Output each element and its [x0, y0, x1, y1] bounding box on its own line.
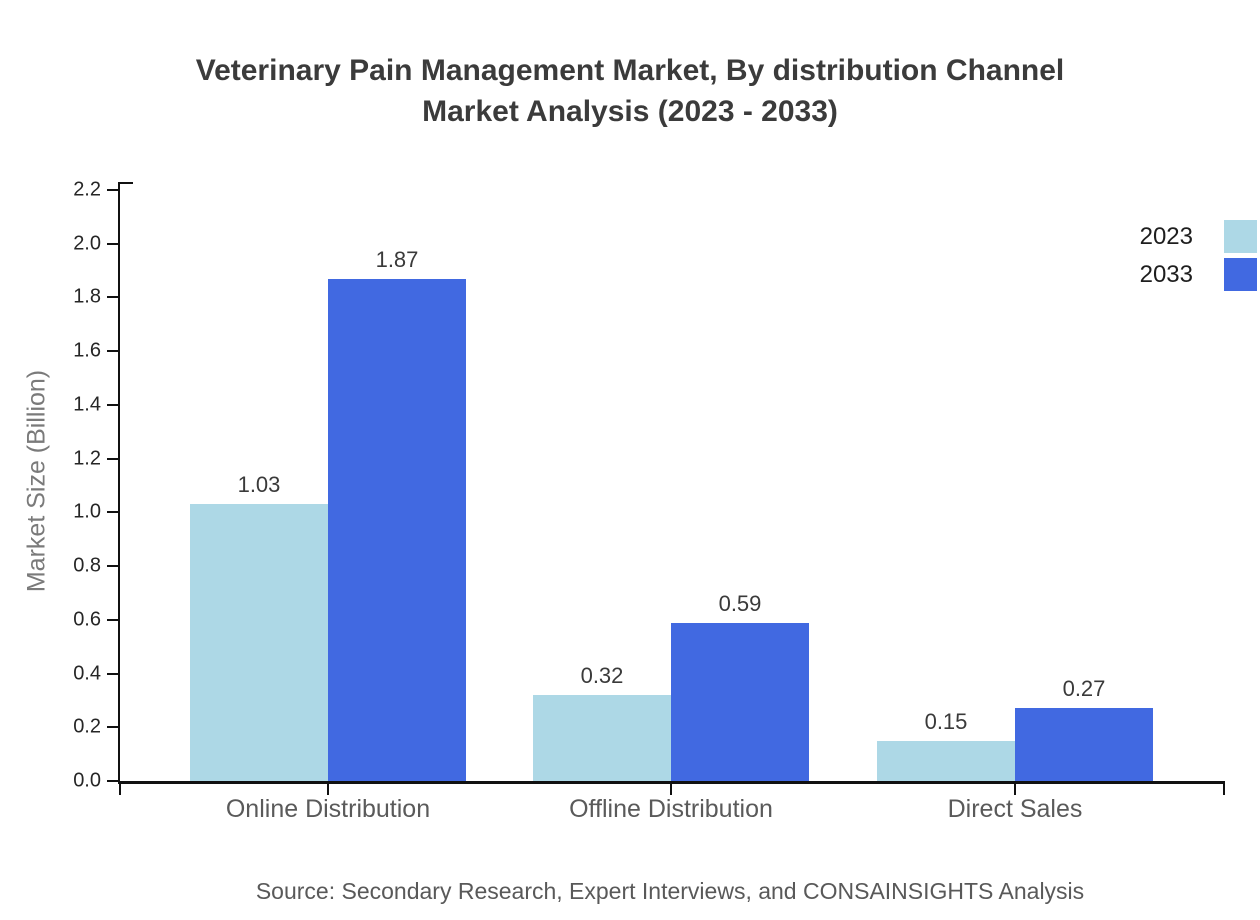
chart-title-line1: Veterinary Pain Management Market, By di… [195, 54, 1065, 87]
bar-2023-direct [877, 741, 1015, 781]
y-axis-tick-label: 1.4 [73, 393, 101, 416]
y-axis-tick [107, 296, 120, 299]
y-axis-tick-label: 1.6 [73, 339, 101, 362]
legend-swatch-2023 [1224, 220, 1257, 253]
y-axis-tick-label: 0.2 [73, 715, 101, 738]
y-axis-tick [107, 780, 120, 782]
chart-title: Veterinary Pain Management Market, By di… [0, 50, 1260, 132]
y-axis-tick-label: 0.0 [73, 769, 101, 792]
x-axis-tick [1223, 781, 1225, 795]
y-axis-tick-label: 2.0 [73, 232, 101, 255]
y-axis-tick [107, 672, 120, 675]
chart-title-line2: Market Analysis (2023 - 2033) [422, 95, 838, 128]
legend-label-2033: 2033 [1139, 260, 1193, 288]
bar-2023-online [190, 504, 328, 781]
bar-value-label: 0.32 [580, 663, 624, 688]
y-axis-tick-label: 0.6 [73, 608, 101, 631]
bar-value-label: 0.27 [1062, 676, 1106, 701]
x-axis-tick [119, 781, 121, 795]
y-axis-tick [107, 189, 120, 191]
y-axis-tick-label: 2.2 [73, 178, 101, 201]
source-attribution: Source: Secondary Research, Expert Inter… [255, 878, 1085, 904]
x-axis-tick [327, 781, 329, 795]
bar-value-label: 1.87 [375, 247, 419, 272]
bar-2033-online [328, 279, 466, 781]
y-axis-tick-label: 1.0 [73, 500, 101, 523]
y-axis-tick [107, 350, 120, 353]
legend-label-2023: 2023 [1139, 222, 1193, 250]
y-axis-tick-label: 1.2 [73, 447, 101, 470]
y-axis-tick [107, 726, 120, 729]
plot-area: 1.03 0.32 0.15 1.87 0.59 0.27 Online Dis… [73, 179, 1225, 823]
x-axis-category-label-online: Online Distribution [225, 795, 431, 823]
y-axis-tick [107, 457, 120, 460]
y-axis-tick [107, 511, 120, 514]
bar-2023-offline [533, 695, 671, 781]
bar-value-label: 0.15 [924, 709, 968, 734]
y-axis-end-cap [120, 182, 133, 184]
y-axis-tick-label: 0.4 [73, 662, 101, 685]
bar-value-label: 1.03 [237, 472, 281, 497]
bar-2033-direct [1015, 708, 1153, 781]
bar-value-label: 0.59 [718, 591, 762, 616]
x-axis-tick [1014, 781, 1016, 795]
legend-item-2033: 2033 [1140, 258, 1257, 291]
x-axis-category-label-offline: Offline Distribution [569, 795, 773, 823]
y-axis-title: Market Size (Billion) [22, 369, 51, 593]
x-axis-category-label-direct: Direct Sales [947, 795, 1083, 823]
legend: 2023 2033 [1140, 220, 1257, 296]
y-axis-tick [107, 242, 120, 245]
legend-swatch-2033 [1224, 258, 1257, 291]
legend-item-2023: 2023 [1140, 220, 1257, 253]
y-axis-tick [107, 403, 120, 406]
bar-2033-offline [671, 623, 809, 781]
y-axis-tick [107, 618, 120, 621]
x-axis-tick [670, 781, 672, 795]
y-axis-tick-label: 1.8 [73, 285, 101, 308]
y-axis-tick [107, 565, 120, 568]
y-axis-tick-label: 0.8 [73, 554, 101, 577]
